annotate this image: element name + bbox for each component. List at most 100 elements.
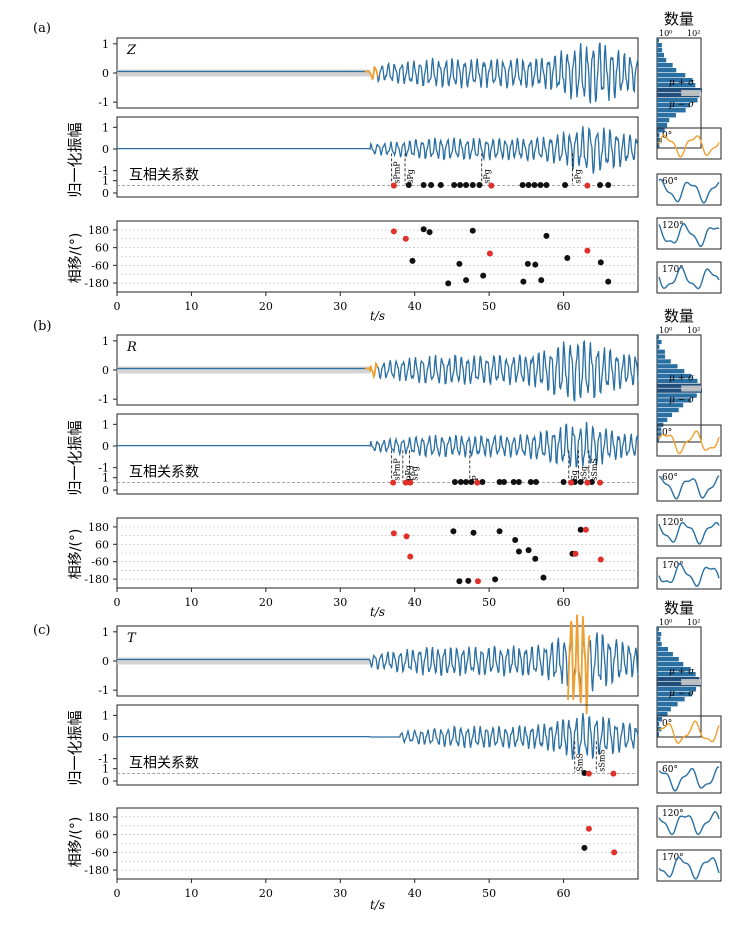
y-axis-label-phase: 相移/(°) <box>68 817 84 868</box>
panel-letter: (c) <box>33 623 50 638</box>
cc-point-red <box>597 479 604 486</box>
phase-shift-plot: 180 60 -60 -180 0 10 20 30 40 50 60 t/s <box>84 220 639 323</box>
phase-point <box>409 257 416 264</box>
histogram-bar <box>657 662 684 667</box>
histogram-bar <box>657 364 678 369</box>
histogram-band <box>681 679 701 685</box>
shift-trace <box>658 134 720 158</box>
picks-frame <box>116 116 639 198</box>
cc-point <box>451 182 458 188</box>
cc-point <box>479 479 486 485</box>
x-tick-label: 30 <box>333 887 347 900</box>
phase-point <box>515 548 522 555</box>
shift-trace <box>658 223 720 248</box>
x-tick-label: 10 <box>184 300 198 313</box>
histogram-bar <box>657 378 698 384</box>
shift-frame <box>656 805 722 838</box>
waveform-trace <box>117 631 639 695</box>
noise-band <box>117 366 371 374</box>
phase-point-red <box>585 825 592 832</box>
histogram-bar <box>657 732 659 737</box>
cc-point-red <box>390 182 397 189</box>
phase-point <box>543 232 550 239</box>
phase-point <box>470 529 477 536</box>
phase-tick-label: 180 <box>88 811 109 824</box>
phase-pick-label: sSmS <box>590 458 599 481</box>
histogram-bar <box>657 627 659 632</box>
phase-tick-label: 60 <box>95 242 109 255</box>
y-axis-label-phase: 相移/(°) <box>68 529 84 580</box>
amp-tick-label: -1 <box>98 393 109 406</box>
cc-tick-label: 1 <box>102 472 109 485</box>
mu-plus-sigma: μ + σ <box>669 78 695 88</box>
highlight-trace <box>364 65 379 81</box>
histogram-bar <box>657 682 701 687</box>
histogram-bar <box>657 407 679 413</box>
phase-tick-label: 60 <box>95 538 109 551</box>
cc-point <box>533 479 540 485</box>
x-tick-label: 20 <box>259 887 273 900</box>
histogram-bar <box>657 383 701 388</box>
phase-point <box>456 578 463 585</box>
histogram-bar <box>657 637 661 642</box>
histogram-bar <box>657 707 671 712</box>
amp-tick-label: -1 <box>98 96 109 109</box>
shift-label: 0° <box>662 428 672 438</box>
histogram-bar <box>657 335 659 340</box>
noise-band <box>117 657 371 665</box>
histogram-bar <box>657 369 685 374</box>
phase-pick-label: P <box>471 475 480 481</box>
histogram-bar <box>657 98 698 103</box>
shift-label: 60° <box>662 765 678 775</box>
cc-point <box>531 182 538 188</box>
count-tick-low: 10⁰ <box>659 326 672 335</box>
histogram-bar <box>657 692 692 697</box>
cc-point <box>515 479 522 485</box>
histogram-bar <box>657 702 678 707</box>
phase-pick-label: sPg <box>574 169 583 184</box>
histogram-bar <box>657 48 663 53</box>
phase-pick-label: sPg <box>411 466 420 481</box>
histogram-bar <box>657 73 686 78</box>
amplitude-plot: 1 0 -1 R <box>98 334 639 406</box>
phase-point <box>465 577 472 584</box>
histogram-bar <box>657 677 700 682</box>
phase-point-red <box>572 550 579 557</box>
histogram-bar <box>657 717 663 722</box>
histogram-bar <box>657 128 665 133</box>
cc-point <box>527 479 534 485</box>
histogram-bar <box>657 437 659 442</box>
phase-point <box>581 844 588 851</box>
shift-thumbnail: 60° <box>656 761 722 794</box>
amp-tick-label: 0 <box>102 67 109 80</box>
highlight-trace <box>364 360 379 380</box>
shift-trace <box>658 720 720 744</box>
x-tick-label: 50 <box>482 596 496 609</box>
phase-point <box>469 227 476 234</box>
phase-tick-label: -60 <box>91 556 109 569</box>
cc-point <box>420 182 427 188</box>
histogram-bar <box>657 138 662 143</box>
highlight-trace <box>566 614 591 715</box>
histogram-bar <box>657 78 693 83</box>
shift-thumbnail: 170° <box>656 557 722 590</box>
y-axis-label-amplitude: 归一化振幅 <box>66 710 84 785</box>
y-axis-label-phase: 相移/(°) <box>68 233 84 284</box>
shift-thumbnail: 60° <box>656 469 722 502</box>
cc-point <box>597 182 604 188</box>
phase-pick-label: sPg <box>406 169 415 184</box>
phase-point <box>597 259 604 266</box>
phase-tick-label: -60 <box>91 259 109 272</box>
amp2-tick-label: 1 <box>102 121 109 134</box>
cc-point-red <box>610 770 617 777</box>
shift-frame <box>656 557 722 590</box>
x-tick-label: 40 <box>408 300 422 313</box>
amp-tick-label: 0 <box>102 364 109 377</box>
x-tick-label: 60 <box>557 596 571 609</box>
cc-point <box>463 479 470 485</box>
shift-label: 170° <box>662 853 684 863</box>
